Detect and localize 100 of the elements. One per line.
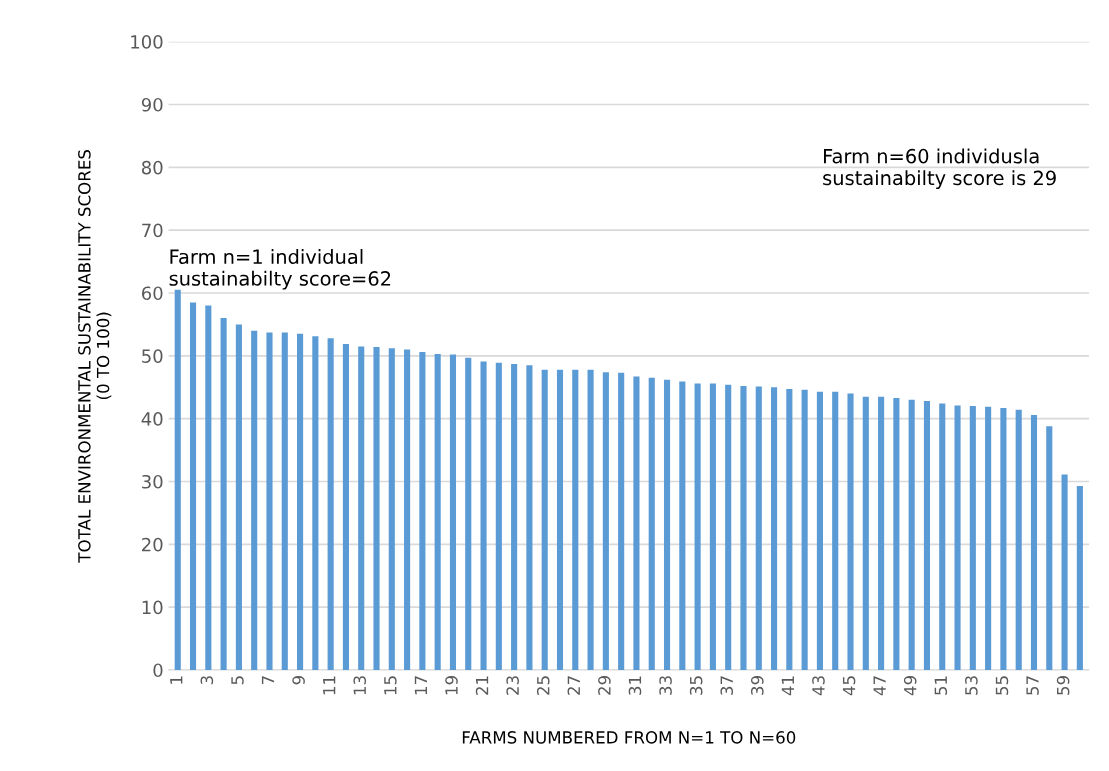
bar [495,362,502,670]
bar [251,330,258,670]
bar [404,349,411,670]
bar [174,289,181,670]
x-tick-label: 11 [323,676,336,695]
bar [480,361,487,670]
x-tick-label: 23 [506,676,519,695]
bar [862,396,869,670]
bar [939,403,946,670]
x-tick-label: 27 [567,676,580,695]
bar [205,305,212,670]
x-tick-label: 19 [445,676,458,695]
bar [312,336,319,670]
bar [969,406,976,670]
bar [725,384,732,670]
bar [465,357,472,670]
y-tick-label: 20 [142,537,163,552]
bar [434,353,441,670]
bar [220,318,227,670]
y-axis-title: TOTAL ENVIRONMENTAL SUSTAINABILITY SCORES (0 TO 100) [78,149,112,563]
bar [771,387,778,670]
bar [602,372,609,670]
bar [1015,409,1022,670]
bar [297,333,304,670]
x-tick-label: 53 [965,676,978,695]
bar [189,302,197,670]
x-tick-label: 21 [475,676,489,695]
bar [541,369,548,670]
y-tick-label: 90 [141,97,163,112]
y-tick-label: 0 [153,663,163,678]
bar [511,363,518,670]
x-tick-label: 25 [536,676,550,695]
bar [816,391,823,670]
bar [587,369,594,670]
bar [847,393,854,670]
bar [954,405,961,670]
bar [526,365,533,670]
x-tick-label: 13 [353,676,367,695]
y-tick-label: 10 [142,600,163,615]
bar [740,385,747,670]
x-tick-label: 35 [689,676,703,695]
bar [755,386,762,670]
bar [878,396,885,670]
bar [1000,407,1007,670]
bar [281,332,288,670]
x-tick-label: 7 [261,676,275,685]
y-tick-label: 80 [141,160,163,175]
bar [694,383,701,670]
bar [893,397,900,670]
bar [633,376,640,670]
x-tick-label: 49 [903,676,917,696]
bar [449,354,457,670]
bar [618,372,625,670]
annotation: Farm n=60 individusla sustainabilty score is 29 [823,148,1056,190]
y-tick-label: 70 [142,223,163,238]
x-tick-label: 33 [659,676,672,695]
x-axis-title: FARMS NUMBERED FROM N=1 TO N=60 [462,731,796,744]
x-tick-label: 9 [292,676,305,685]
x-tick-label: 31 [628,676,642,695]
x-tick-label: 39 [751,676,764,695]
x-tick-label: 55 [995,676,1009,695]
y-tick-label: 100 [131,35,163,49]
x-tick-label: 51 [934,676,948,695]
bar [786,389,793,670]
bar [923,401,931,670]
x-tick-label: 15 [384,676,397,695]
y-tick-label: 60 [141,286,163,301]
bar [373,347,380,670]
y-tick-label: 50 [142,349,163,363]
bar [1076,485,1083,670]
bar [985,406,992,670]
bar [1061,474,1068,670]
bar [801,389,808,670]
bar [327,338,334,670]
bar [235,324,242,670]
y-tick-label: 30 [142,474,163,489]
bar [572,369,579,670]
bar [388,348,395,670]
bar [358,346,365,670]
x-tick-label: 45 [842,676,856,696]
x-tick-label: 41 [781,676,794,696]
bar [266,332,273,670]
x-tick-label: 59 [1056,676,1070,695]
bar [342,343,349,670]
x-tick-label: 3 [200,676,214,685]
x-tick-label: 47 [873,676,886,696]
x-tick-label: 57 [1026,676,1039,695]
bar [908,399,915,670]
x-tick-label: 29 [598,676,611,695]
x-tick-label: 17 [414,676,427,695]
bar [1046,426,1053,670]
bar [663,379,671,670]
y-tick-label: 40 [141,412,163,426]
x-tick-label: 43 [812,676,825,696]
bar [556,369,564,670]
x-tick-label: 5 [231,676,244,685]
bar [709,383,716,670]
annotation: Farm n=1 individual sustainabilty score=62 [169,248,391,290]
x-tick-label: 1 [170,676,183,684]
bar [419,352,426,670]
